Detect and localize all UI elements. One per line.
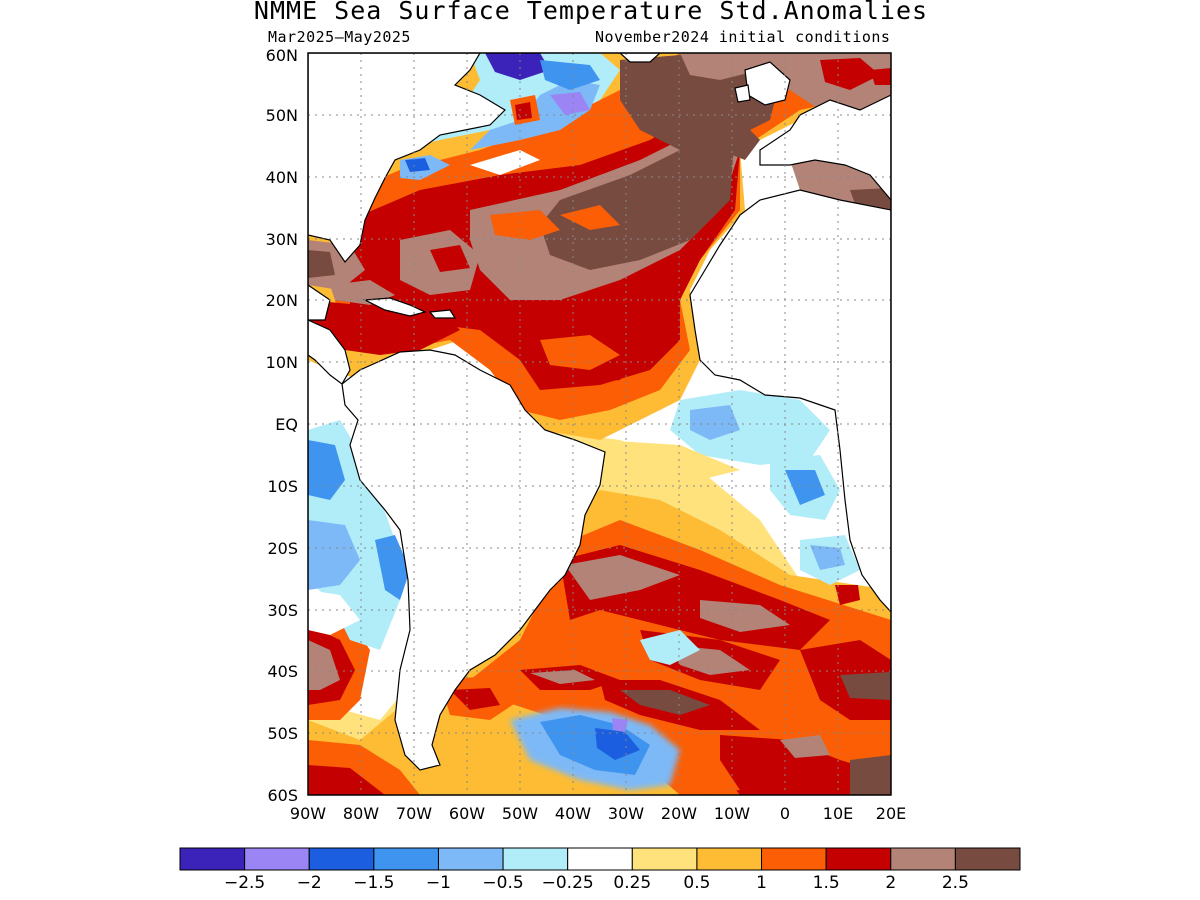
lat-label-50s: 50S [267, 724, 298, 743]
forecast-period: Mar2025–May2025 [268, 28, 411, 46]
colorbar-swatch [825, 847, 892, 871]
initial-conditions-label: November2024 initial conditions [595, 28, 891, 46]
longitude-labels: 90W 80W 70W 60W 50W 40W 30W 20W 10W 0 10… [290, 804, 906, 823]
colorbar-label: −2 [297, 873, 322, 893]
lon-label-10e: 10E [823, 804, 853, 823]
colorbar-swatch [761, 847, 827, 871]
colorbar-label: 2.5 [942, 873, 969, 893]
colorbar: −2.5 −2 −1.5 −1 −0.5 −0.25 0.25 0.5 1 1.5 2 2.5 [179, 847, 1021, 893]
colorbar-swatch [308, 847, 375, 871]
colorbar-label: −2.5 [224, 873, 265, 893]
colorbar-label: −0.25 [542, 873, 594, 893]
lon-label-0: 0 [780, 804, 790, 823]
lon-label-70w: 70W [396, 804, 432, 823]
colorbar-swatch [890, 847, 956, 871]
lat-label-60s: 60S [267, 786, 298, 805]
colorbar-swatch [954, 847, 1021, 871]
colorbar-swatch [179, 847, 246, 871]
colorbar-swatch [631, 847, 698, 871]
colorbar-label: 2 [885, 873, 896, 893]
lon-label-10w: 10W [714, 804, 750, 823]
colorbar-label: 1 [756, 873, 767, 893]
graticule [308, 53, 891, 795]
lon-label-20e: 20E [876, 804, 906, 823]
lat-label-40n: 40N [266, 168, 298, 187]
colorbar-label: 0.25 [613, 873, 651, 893]
colorbar-swatch [567, 847, 633, 871]
lat-label-20s: 20S [267, 539, 298, 558]
lat-label-40s: 40S [267, 662, 298, 681]
lat-label-30n: 30N [266, 230, 298, 249]
anomaly-field [308, 53, 891, 795]
lon-label-30w: 30W [608, 804, 644, 823]
lon-label-60w: 60W [449, 804, 485, 823]
latitude-labels: 60N 50N 40N 30N 20N 10N EQ 10S 20S 30S 4… [266, 46, 298, 805]
lon-label-80w: 80W [343, 804, 379, 823]
lat-label-60n: 60N [266, 46, 298, 65]
lon-label-40w: 40W [555, 804, 591, 823]
map-title: NMME Sea Surface Temperature Std.Anomali… [253, 0, 929, 25]
lon-label-20w: 20W [661, 804, 697, 823]
lat-label-10n: 10N [266, 353, 298, 372]
colorbar-label: 1.5 [813, 873, 840, 893]
lat-label-50n: 50N [266, 106, 298, 125]
lon-label-90w: 90W [290, 804, 326, 823]
colorbar-label: −0.5 [482, 873, 523, 893]
lat-label-30s: 30S [267, 601, 298, 620]
lat-label-10s: 10S [267, 477, 298, 496]
colorbar-label: −1 [426, 873, 451, 893]
colorbar-swatch [437, 847, 504, 871]
map-frame [307, 52, 892, 796]
colorbar-swatch [502, 847, 569, 871]
lon-label-50w: 50W [502, 804, 538, 823]
colorbar-label: −1.5 [353, 873, 394, 893]
lat-label-eq: EQ [275, 415, 298, 434]
colorbar-swatch [373, 847, 439, 871]
lat-label-20n: 20N [266, 291, 298, 310]
colorbar-swatch [244, 847, 310, 871]
colorbar-label: 0.5 [683, 873, 710, 893]
colorbar-swatch [696, 847, 763, 871]
land-masses [308, 53, 891, 771]
